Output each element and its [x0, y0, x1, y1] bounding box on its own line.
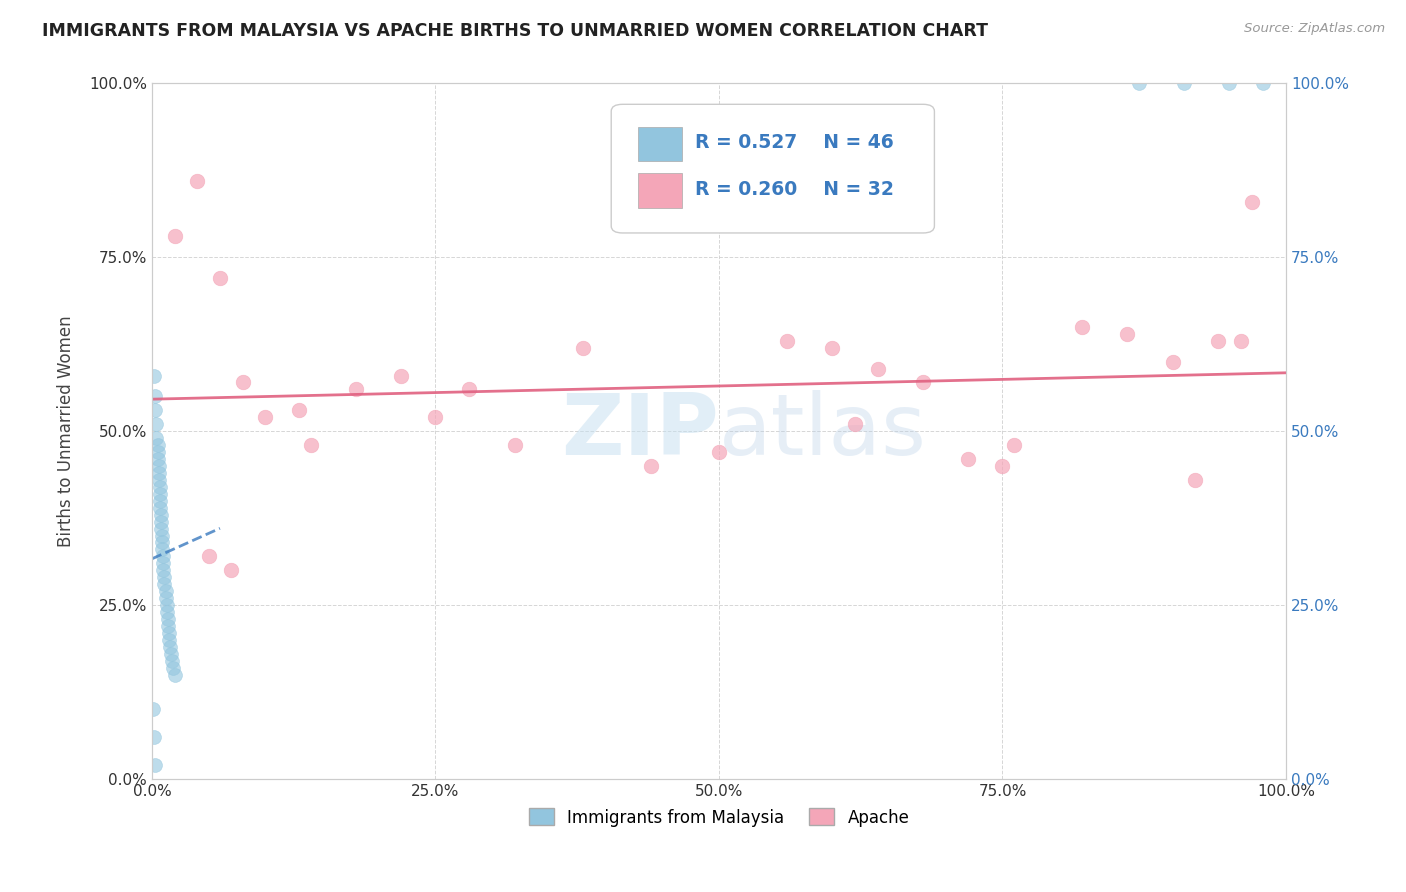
Point: [156, 605, 179, 619]
Point: [150, 535, 173, 549]
FancyBboxPatch shape: [638, 173, 682, 208]
Point: [142, 702, 165, 716]
Point: [150, 515, 173, 529]
Point: [149, 493, 172, 508]
Point: [221, 563, 243, 577]
Point: [156, 598, 179, 612]
Point: [156, 619, 179, 633]
Point: [157, 632, 180, 647]
Point: [572, 341, 595, 355]
Point: [143, 403, 166, 417]
Point: [503, 438, 526, 452]
Point: [186, 174, 208, 188]
Point: [776, 334, 799, 348]
Point: [821, 341, 844, 355]
Point: [155, 591, 177, 606]
Text: atlas: atlas: [718, 390, 927, 473]
Point: [1070, 319, 1092, 334]
Point: [159, 640, 181, 654]
Point: [153, 577, 176, 591]
FancyBboxPatch shape: [638, 127, 682, 161]
Point: [145, 431, 167, 445]
Point: [391, 368, 413, 383]
Text: IMMIGRANTS FROM MALAYSIA VS APACHE BIRTHS TO UNMARRIED WOMEN CORRELATION CHART: IMMIGRANTS FROM MALAYSIA VS APACHE BIRTH…: [42, 22, 988, 40]
Point: [152, 563, 174, 577]
Point: [1002, 438, 1025, 452]
Point: [146, 438, 169, 452]
Point: [1116, 326, 1139, 341]
Point: [208, 271, 231, 285]
Point: [148, 473, 170, 487]
Point: [1240, 194, 1263, 209]
Text: ZIP: ZIP: [561, 390, 718, 473]
Point: [148, 466, 170, 480]
Point: [1206, 334, 1229, 348]
Point: [299, 438, 322, 452]
Point: [148, 458, 170, 473]
Point: [143, 389, 166, 403]
Point: [149, 487, 172, 501]
Point: [163, 229, 186, 244]
Text: Source: ZipAtlas.com: Source: ZipAtlas.com: [1244, 22, 1385, 36]
Point: [149, 480, 172, 494]
Point: [143, 758, 166, 772]
Point: [425, 410, 447, 425]
Point: [163, 667, 186, 681]
Point: [1184, 473, 1206, 487]
Point: [707, 445, 730, 459]
Point: [160, 647, 183, 661]
Point: [844, 417, 866, 432]
Point: [150, 528, 173, 542]
Point: [162, 654, 184, 668]
Point: [1161, 354, 1184, 368]
Point: [254, 410, 277, 425]
Point: [155, 584, 177, 599]
Point: [1128, 77, 1150, 91]
Legend: Immigrants from Malaysia, Apache: Immigrants from Malaysia, Apache: [522, 802, 915, 833]
Point: [957, 452, 980, 467]
Point: [991, 458, 1014, 473]
Point: [866, 361, 889, 376]
Point: [143, 730, 166, 744]
Point: [149, 500, 172, 515]
Point: [458, 383, 481, 397]
Point: [156, 612, 179, 626]
Point: [1173, 77, 1195, 91]
Point: [145, 417, 167, 432]
Y-axis label: Births to Unmarried Women: Births to Unmarried Women: [58, 316, 75, 547]
Point: [157, 625, 180, 640]
Point: [1251, 77, 1274, 91]
Point: [1218, 77, 1240, 91]
FancyBboxPatch shape: [612, 104, 935, 233]
Point: [162, 660, 184, 674]
Point: [232, 376, 254, 390]
Point: [152, 557, 174, 571]
Point: [153, 570, 176, 584]
Point: [197, 549, 219, 564]
Point: [150, 522, 173, 536]
Point: [150, 508, 173, 522]
Text: R = 0.527    N = 46: R = 0.527 N = 46: [695, 133, 894, 152]
Point: [912, 376, 935, 390]
Point: [143, 368, 166, 383]
Point: [146, 452, 169, 467]
Point: [288, 403, 311, 417]
Point: [150, 542, 173, 557]
Point: [1229, 334, 1251, 348]
Point: [344, 383, 367, 397]
Point: [640, 458, 662, 473]
Text: R = 0.260    N = 32: R = 0.260 N = 32: [695, 179, 894, 199]
Point: [152, 549, 174, 564]
Point: [146, 445, 169, 459]
